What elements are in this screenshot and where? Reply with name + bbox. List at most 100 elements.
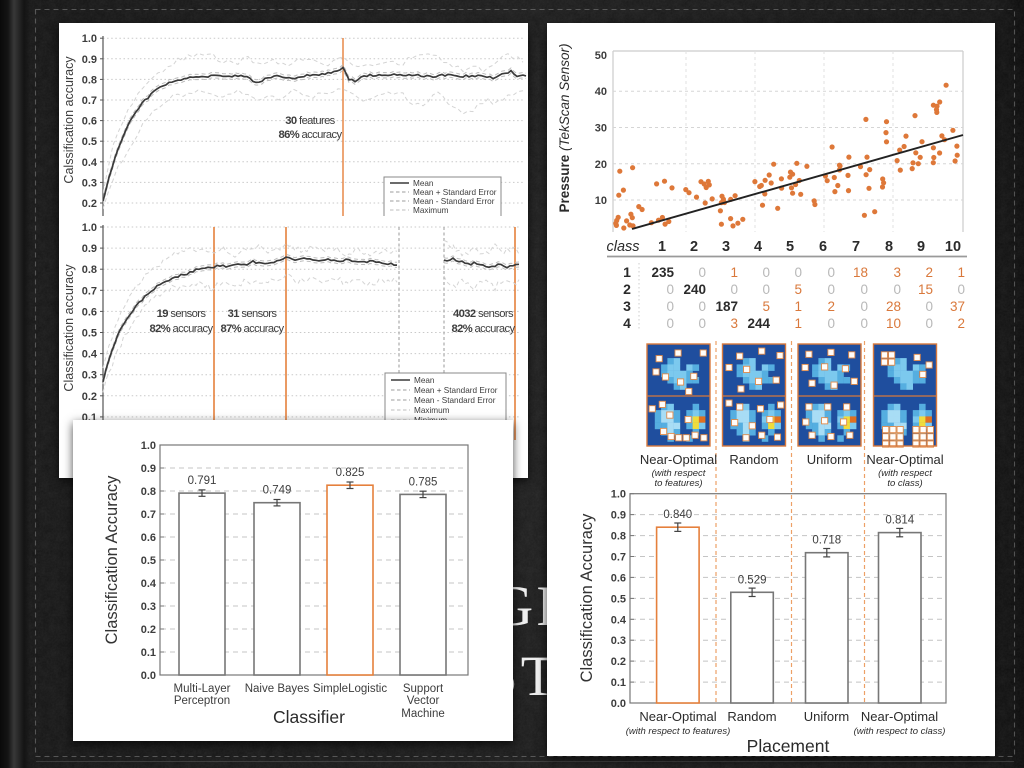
svg-text:0.791: 0.791: [188, 475, 217, 487]
svg-text:82% accuracy: 82% accuracy: [451, 323, 515, 335]
svg-text:0: 0: [762, 282, 770, 297]
svg-text:(with respect: (with respect: [878, 468, 932, 479]
svg-text:0.1: 0.1: [141, 647, 156, 659]
svg-text:0.8: 0.8: [82, 74, 97, 86]
svg-text:3: 3: [722, 239, 730, 255]
svg-text:1: 1: [794, 316, 802, 331]
svg-text:0.1: 0.1: [611, 677, 626, 689]
svg-text:4: 4: [754, 239, 762, 255]
svg-text:0.4: 0.4: [141, 578, 157, 590]
svg-text:28: 28: [886, 299, 901, 314]
svg-text:Placement: Placement: [747, 736, 830, 756]
svg-text:Uniform: Uniform: [807, 452, 853, 467]
svg-text:0.2: 0.2: [141, 624, 156, 636]
svg-text:0.3: 0.3: [141, 601, 156, 613]
svg-text:Mean - Standard Error: Mean - Standard Error: [414, 396, 496, 405]
svg-text:0: 0: [730, 282, 738, 297]
svg-text:15: 15: [918, 282, 933, 297]
svg-text:2: 2: [925, 265, 933, 280]
svg-text:10: 10: [595, 195, 607, 207]
svg-text:0: 0: [827, 282, 835, 297]
svg-text:2: 2: [827, 299, 835, 314]
svg-text:Support: Support: [403, 683, 444, 695]
svg-text:Near-Optimal: Near-Optimal: [639, 709, 716, 724]
svg-text:0.825: 0.825: [336, 467, 365, 479]
svg-text:0.6: 0.6: [82, 306, 97, 318]
svg-text:Near-Optimal: Near-Optimal: [640, 452, 717, 467]
svg-text:Mean: Mean: [414, 376, 435, 385]
svg-text:0.5: 0.5: [82, 328, 97, 340]
svg-text:Uniform: Uniform: [804, 709, 850, 724]
svg-text:0: 0: [666, 299, 674, 314]
svg-text:Machine: Machine: [401, 708, 444, 720]
svg-text:1: 1: [623, 264, 631, 280]
svg-text:(with respect to features): (with respect to features): [626, 726, 731, 737]
svg-text:Random: Random: [727, 709, 776, 724]
svg-text:to class): to class): [887, 478, 922, 489]
svg-text:0: 0: [698, 316, 706, 331]
svg-text:0.4: 0.4: [82, 349, 98, 361]
svg-text:0.8: 0.8: [82, 264, 97, 276]
svg-text:50: 50: [595, 50, 607, 62]
svg-text:86% accuracy: 86% accuracy: [278, 129, 342, 141]
svg-text:244: 244: [747, 316, 770, 331]
svg-text:0: 0: [698, 299, 706, 314]
svg-text:Classification Accuracy: Classification Accuracy: [578, 513, 596, 682]
svg-text:0.2: 0.2: [611, 656, 626, 668]
svg-text:0.840: 0.840: [663, 509, 692, 521]
svg-text:0.5: 0.5: [141, 555, 156, 567]
svg-text:class: class: [606, 239, 639, 255]
svg-text:10: 10: [886, 316, 901, 331]
svg-text:40: 40: [595, 86, 607, 98]
svg-text:0: 0: [957, 282, 965, 297]
svg-text:0.3: 0.3: [611, 635, 626, 647]
svg-text:Calssification accuracy: Calssification accuracy: [62, 56, 76, 184]
svg-text:0.529: 0.529: [738, 574, 767, 586]
svg-text:1: 1: [658, 239, 666, 255]
svg-text:Minimum: Minimum: [413, 215, 446, 224]
svg-text:3: 3: [730, 316, 738, 331]
svg-text:82% accuracy: 82% accuracy: [149, 323, 213, 335]
svg-text:235: 235: [651, 265, 674, 280]
svg-text:0.9: 0.9: [82, 54, 97, 66]
svg-text:1.0: 1.0: [82, 222, 97, 234]
svg-text:2: 2: [957, 316, 965, 331]
svg-text:0.7: 0.7: [82, 95, 97, 107]
svg-text:Multi-Layer: Multi-Layer: [174, 683, 231, 695]
svg-text:4032 sensors: 4032 sensors: [453, 308, 514, 320]
svg-text:5: 5: [794, 282, 802, 297]
svg-text:9: 9: [917, 239, 925, 255]
svg-text:0.2: 0.2: [82, 391, 97, 403]
svg-text:Classification Accuracy: Classification Accuracy: [103, 475, 121, 644]
svg-text:0.8: 0.8: [141, 486, 156, 498]
svg-text:0: 0: [860, 299, 868, 314]
svg-text:0.9: 0.9: [82, 243, 97, 255]
svg-text:87% accuracy: 87% accuracy: [220, 323, 284, 335]
svg-text:0: 0: [794, 265, 802, 280]
svg-text:8: 8: [885, 239, 893, 255]
svg-text:240: 240: [683, 282, 706, 297]
svg-text:0: 0: [762, 265, 770, 280]
svg-text:0: 0: [666, 282, 674, 297]
svg-text:Mean + Standard Error: Mean + Standard Error: [413, 188, 497, 197]
svg-text:0: 0: [827, 316, 835, 331]
svg-text:19 sensors: 19 sensors: [157, 308, 207, 320]
svg-text:31 sensors: 31 sensors: [228, 308, 278, 320]
svg-text:7: 7: [852, 239, 860, 255]
svg-text:0.0: 0.0: [141, 670, 156, 682]
svg-text:0.785: 0.785: [409, 476, 438, 488]
svg-text:Maximum: Maximum: [413, 206, 449, 215]
svg-text:0.3: 0.3: [82, 177, 97, 189]
svg-text:0.9: 0.9: [141, 463, 156, 475]
svg-text:1.0: 1.0: [141, 440, 156, 452]
svg-text:6: 6: [819, 239, 827, 255]
svg-text:Maximum: Maximum: [414, 406, 450, 415]
svg-text:Naive Bayes: Naive Bayes: [245, 683, 310, 695]
svg-text:Vector: Vector: [407, 695, 440, 707]
svg-text:0: 0: [860, 282, 868, 297]
svg-text:0.4: 0.4: [82, 157, 98, 169]
svg-text:(with respect: (with respect: [652, 468, 706, 479]
svg-text:1.0: 1.0: [82, 33, 97, 45]
svg-text:2: 2: [690, 239, 698, 255]
svg-text:0.5: 0.5: [82, 136, 97, 148]
